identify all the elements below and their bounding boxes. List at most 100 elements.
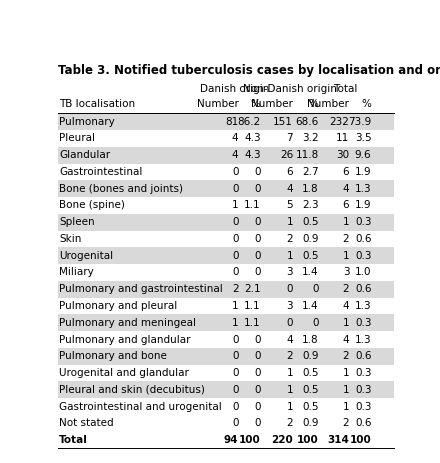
Text: 0: 0 <box>254 385 260 395</box>
Text: 4.3: 4.3 <box>244 150 260 160</box>
Text: 0: 0 <box>286 318 293 328</box>
Text: 3.2: 3.2 <box>302 133 319 144</box>
Text: 3.5: 3.5 <box>355 133 371 144</box>
Text: Pulmonary and gastrointestinal: Pulmonary and gastrointestinal <box>59 284 223 294</box>
Text: 1.0: 1.0 <box>355 268 371 277</box>
Text: %: % <box>309 99 319 109</box>
Text: 0.6: 0.6 <box>355 351 371 361</box>
Text: 0.5: 0.5 <box>302 401 319 412</box>
Text: 0: 0 <box>232 217 238 227</box>
Text: 5: 5 <box>286 200 293 211</box>
Text: Skin: Skin <box>59 234 81 244</box>
Text: Total: Total <box>334 84 358 94</box>
Text: 0.9: 0.9 <box>302 234 319 244</box>
Text: Pulmonary and glandular: Pulmonary and glandular <box>59 335 191 344</box>
Text: 0: 0 <box>254 167 260 177</box>
Text: 0: 0 <box>254 234 260 244</box>
Text: 1: 1 <box>286 401 293 412</box>
Text: 4.3: 4.3 <box>244 133 260 144</box>
Text: 4: 4 <box>232 133 238 144</box>
Text: Pulmonary and pleural: Pulmonary and pleural <box>59 301 177 311</box>
Text: 0: 0 <box>232 401 238 412</box>
Text: 1: 1 <box>286 385 293 395</box>
Text: 0: 0 <box>232 234 238 244</box>
Text: 11.8: 11.8 <box>295 150 319 160</box>
Text: 0: 0 <box>286 284 293 294</box>
Text: 1: 1 <box>286 368 293 378</box>
Text: 6: 6 <box>343 200 349 211</box>
Text: 2: 2 <box>286 351 293 361</box>
Text: 86.2: 86.2 <box>237 117 260 127</box>
Text: 0: 0 <box>232 418 238 428</box>
Text: 0.6: 0.6 <box>355 284 371 294</box>
Text: Table 3. Notified tuberculosis cases by localisation and origin, 2014: Table 3. Notified tuberculosis cases by … <box>59 64 440 77</box>
Text: Number: Number <box>251 99 293 109</box>
Text: 1: 1 <box>343 368 349 378</box>
Text: 2.3: 2.3 <box>302 200 319 211</box>
Text: 1.9: 1.9 <box>355 167 371 177</box>
Text: 7: 7 <box>286 133 293 144</box>
Text: 0: 0 <box>254 184 260 194</box>
Text: 1.9: 1.9 <box>355 200 371 211</box>
Text: 1.1: 1.1 <box>244 200 260 211</box>
Text: 2: 2 <box>286 418 293 428</box>
Text: 220: 220 <box>271 435 293 445</box>
Text: 0.5: 0.5 <box>302 217 319 227</box>
Text: 4: 4 <box>343 301 349 311</box>
Text: 6: 6 <box>343 167 349 177</box>
Text: Number: Number <box>308 99 349 109</box>
Text: 1.3: 1.3 <box>355 301 371 311</box>
Text: 11: 11 <box>336 133 349 144</box>
Text: Pleural: Pleural <box>59 133 95 144</box>
Text: Non-Danish origin: Non-Danish origin <box>243 84 337 94</box>
Bar <box>59 382 394 398</box>
Text: 0: 0 <box>232 251 238 261</box>
Text: 151: 151 <box>273 117 293 127</box>
Text: 1: 1 <box>343 251 349 261</box>
Text: 4: 4 <box>286 184 293 194</box>
Text: Spleen: Spleen <box>59 217 95 227</box>
Bar <box>59 281 394 298</box>
Text: 4: 4 <box>343 335 349 344</box>
Text: 1.1: 1.1 <box>244 318 260 328</box>
Text: 2: 2 <box>343 351 349 361</box>
Text: 0: 0 <box>312 318 319 328</box>
Bar <box>59 247 394 264</box>
Text: 0: 0 <box>254 268 260 277</box>
Text: 0: 0 <box>232 268 238 277</box>
Text: 9.6: 9.6 <box>355 150 371 160</box>
Text: 0: 0 <box>312 284 319 294</box>
Text: 68.6: 68.6 <box>295 117 319 127</box>
Text: Pulmonary and meningeal: Pulmonary and meningeal <box>59 318 196 328</box>
Text: Glandular: Glandular <box>59 150 110 160</box>
Text: 0: 0 <box>232 368 238 378</box>
Text: 0.3: 0.3 <box>355 401 371 412</box>
Text: 0: 0 <box>254 368 260 378</box>
Text: Bone (spine): Bone (spine) <box>59 200 125 211</box>
Text: Urogenital and glandular: Urogenital and glandular <box>59 368 189 378</box>
Text: 0: 0 <box>254 251 260 261</box>
Text: 0.5: 0.5 <box>302 368 319 378</box>
Text: 1.4: 1.4 <box>302 301 319 311</box>
Text: 1: 1 <box>343 385 349 395</box>
Text: Urogenital: Urogenital <box>59 251 113 261</box>
Text: 1: 1 <box>343 401 349 412</box>
Text: 0: 0 <box>254 351 260 361</box>
Text: 1: 1 <box>286 251 293 261</box>
Text: 232: 232 <box>330 117 349 127</box>
Text: 1: 1 <box>286 217 293 227</box>
Text: Pleural and skin (decubitus): Pleural and skin (decubitus) <box>59 385 205 395</box>
Text: Bone (bones and joints): Bone (bones and joints) <box>59 184 183 194</box>
Text: %: % <box>362 99 371 109</box>
Text: 0.6: 0.6 <box>355 234 371 244</box>
Text: 3: 3 <box>343 268 349 277</box>
Text: 0.9: 0.9 <box>302 418 319 428</box>
Text: 0.3: 0.3 <box>355 318 371 328</box>
Text: 0: 0 <box>232 385 238 395</box>
Text: 0: 0 <box>254 335 260 344</box>
Text: 4: 4 <box>343 184 349 194</box>
Text: 0: 0 <box>232 167 238 177</box>
Text: 30: 30 <box>336 150 349 160</box>
Text: 0.9: 0.9 <box>302 351 319 361</box>
Text: 1: 1 <box>343 318 349 328</box>
